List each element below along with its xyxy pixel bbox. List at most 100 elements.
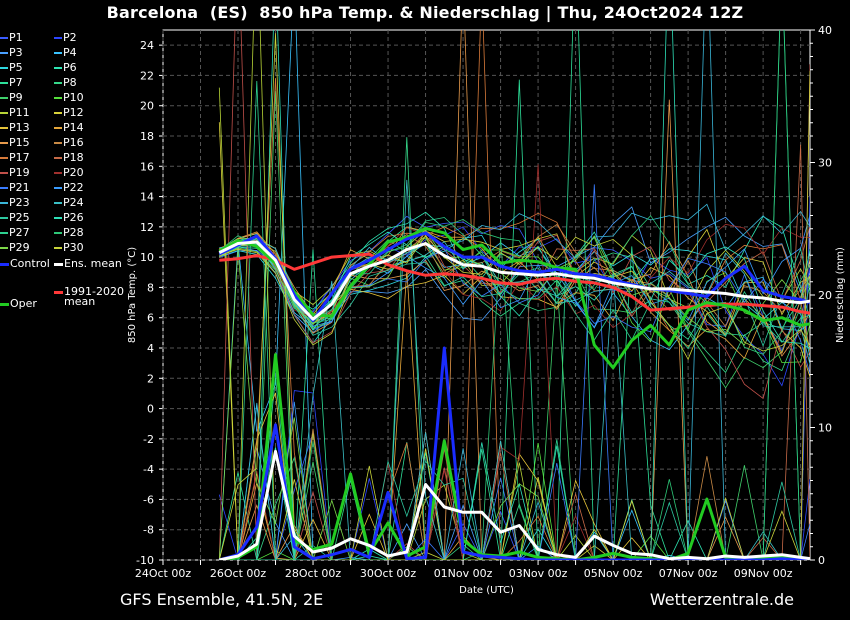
legend-item-climate-mean: 1991-2020	[54, 286, 124, 298]
legend-item-p27: P27	[0, 227, 30, 239]
control-precip-line	[218, 346, 810, 560]
legend-swatch	[54, 187, 62, 189]
y-tick-label: 18	[140, 130, 154, 143]
y-tick-label: -6	[143, 493, 154, 506]
legend-label: P15	[9, 136, 30, 149]
legend-label: P1	[9, 31, 23, 44]
legend-label: P6	[63, 61, 77, 74]
y-axis-label: 850 hPa Temp. (°C)	[127, 247, 138, 343]
legend-label: P30	[63, 241, 84, 254]
legend-label: P13	[9, 121, 30, 134]
member-precip-line	[218, 30, 810, 560]
legend-label: P12	[63, 106, 84, 119]
legend-swatch	[0, 262, 9, 266]
member-precip-line	[219, 428, 810, 560]
y-tick-label: 24	[140, 39, 154, 52]
legend-swatch	[0, 172, 8, 174]
legend-item-p23: P23	[0, 197, 30, 209]
legend-swatch	[54, 142, 62, 144]
y-tick-label: -2	[143, 433, 154, 446]
legend-item-p20: P20	[54, 167, 84, 179]
member-temperature-line	[219, 212, 810, 353]
legend-label: P14	[63, 121, 84, 134]
legend-label: Ens. mean	[64, 257, 122, 270]
legend-swatch	[54, 247, 62, 249]
legend-item-p6: P6	[54, 62, 77, 74]
legend-item-p29: P29	[0, 242, 30, 254]
member-precip-line	[219, 164, 810, 560]
legend-label: P8	[63, 76, 77, 89]
legend-swatch	[0, 67, 8, 69]
member-temperature-line	[219, 241, 810, 374]
chart-title: Barcelona (ES) 850 hPa Temp. & Niedersch…	[106, 3, 744, 22]
y-tick-label: 12	[140, 221, 154, 234]
legend-label: P3	[9, 46, 23, 59]
legend-label: P29	[9, 241, 30, 254]
legend-item-p16: P16	[54, 137, 84, 149]
legend-swatch	[54, 112, 62, 114]
x-tick-label: 26Oct 00z	[210, 567, 267, 580]
legend-label: P23	[9, 196, 30, 209]
y-tick-label: 20	[140, 100, 154, 113]
member-precip-line	[218, 390, 810, 560]
x-tick-label: 01Nov 00z	[434, 567, 493, 580]
ensemble-members	[218, 30, 810, 560]
ens-mean-temperature-line	[218, 240, 810, 321]
member-temperature-line	[219, 235, 810, 361]
x-tick-label: 07Nov 00z	[659, 567, 718, 580]
legend-label: P17	[9, 151, 30, 164]
member-temperature-line	[219, 232, 810, 357]
legend-item-p19: P19	[0, 167, 30, 179]
legend-swatch	[54, 232, 62, 234]
member-precip-line	[219, 30, 810, 560]
legend-swatch	[54, 217, 62, 219]
member-temperature-line	[219, 215, 810, 355]
legend-swatch	[0, 127, 8, 129]
legend-swatch	[0, 97, 8, 99]
legend-item-p18: P18	[54, 152, 84, 164]
y-tick-label: 10	[140, 251, 154, 264]
legend-swatch	[54, 37, 62, 39]
legend-label: P9	[9, 91, 23, 104]
legend-item-p17: P17	[0, 152, 30, 164]
y2-tick-label: 30	[818, 157, 832, 170]
member-precip-line	[218, 30, 810, 560]
legend-item-p28: P28	[54, 227, 84, 239]
legend-label: P16	[63, 136, 84, 149]
legend-swatch	[0, 52, 8, 54]
member-precip-line	[219, 184, 810, 560]
x-tick-label: 24Oct 00z	[135, 567, 192, 580]
model-info: GFS Ensemble, 41.5N, 2E	[120, 590, 324, 609]
legend-swatch	[0, 217, 8, 219]
member-precip-line	[218, 33, 810, 560]
legend-swatch	[54, 172, 62, 174]
legend-swatch	[54, 290, 63, 294]
legend-swatch	[54, 262, 63, 266]
legend-item-p13: P13	[0, 122, 30, 134]
legend-item-p1: P1	[0, 32, 23, 44]
member-temperature-line	[219, 214, 810, 329]
member-temperature-line	[219, 234, 810, 358]
legend-swatch	[0, 157, 8, 159]
legend-item-p4: P4	[54, 47, 77, 59]
y2-tick-label: 10	[818, 422, 832, 435]
legend-item-p11: P11	[0, 107, 30, 119]
x-tick-label: 03Nov 00z	[509, 567, 568, 580]
y2-tick-label: 40	[818, 24, 832, 37]
oper-precip-line	[219, 353, 810, 560]
x-axis-label: Date (UTC)	[459, 585, 514, 596]
legend-label: P5	[9, 61, 23, 74]
legend-swatch	[0, 112, 8, 114]
legend-swatch	[54, 157, 62, 159]
y-tick-label: 0	[147, 403, 154, 416]
legend-swatch	[54, 127, 62, 129]
legend-label: P10	[63, 91, 84, 104]
legend-item-p3: P3	[0, 47, 23, 59]
y-tick-label: 22	[140, 69, 154, 82]
legend-label: P18	[63, 151, 84, 164]
y-tick-label: 8	[147, 281, 154, 294]
legend-label: P4	[63, 46, 77, 59]
x-tick-label: 05Nov 00z	[584, 567, 643, 580]
member-temperature-line	[219, 234, 810, 309]
legend-swatch	[54, 97, 62, 99]
